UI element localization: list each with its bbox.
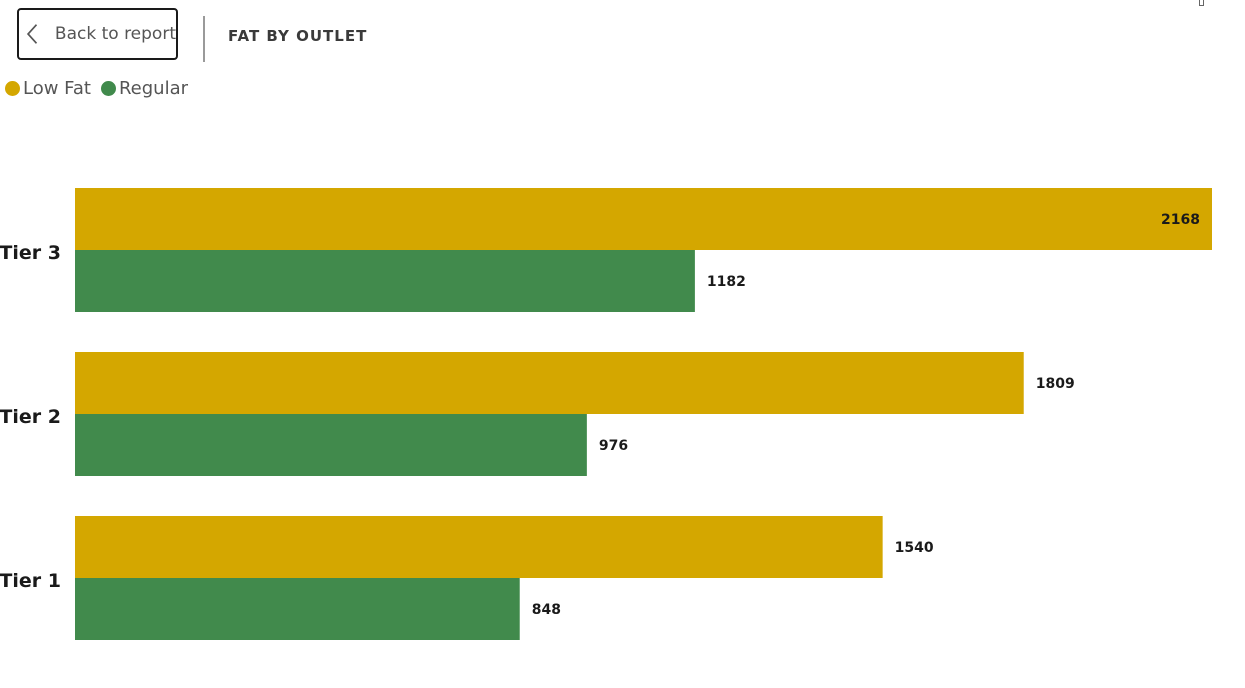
bar-tier-2-regular[interactable] [75,414,587,476]
legend-dot-low-fat [5,81,20,96]
bar-tier-3-regular[interactable] [75,250,695,312]
bar-tier-1-regular[interactable] [75,578,520,640]
data-label-tier-3-regular: 1182 [707,274,746,290]
data-label-tier-1-regular: 848 [532,602,561,618]
bar-tier-2-low-fat[interactable] [75,352,1024,414]
data-label-tier-2-low-fat: 1809 [1036,376,1075,392]
category-label-tier-2: Tier 2 [0,406,61,428]
legend-item-regular[interactable]: Regular [100,78,189,99]
data-label-tier-2-regular: 976 [599,438,628,454]
chevron-left-icon [26,24,38,44]
page-title: FAT BY OUTLET [228,27,368,45]
legend-label-low-fat: Low Fat [23,78,91,99]
header-divider [203,16,205,62]
bar-tier-1-low-fat[interactable] [75,516,883,578]
back-button-label: Back to report [54,24,176,44]
category-label-tier-1: Tier 1 [0,570,61,592]
legend-dot-regular [100,81,116,96]
back-to-report-button[interactable]: Back to report [17,8,178,60]
corner-mark [1199,0,1204,6]
category-label-tier-3: Tier 3 [0,242,61,264]
bar-tier-3-low-fat[interactable] [75,188,1212,250]
data-label-tier-1-low-fat: 1540 [895,540,934,556]
chart-legend: Low Fat Regular [5,78,198,99]
legend-label-regular: Regular [118,78,189,99]
legend-item-low-fat[interactable]: Low Fat [5,78,91,99]
data-label-tier-3-low-fat: 2168 [1161,212,1200,228]
